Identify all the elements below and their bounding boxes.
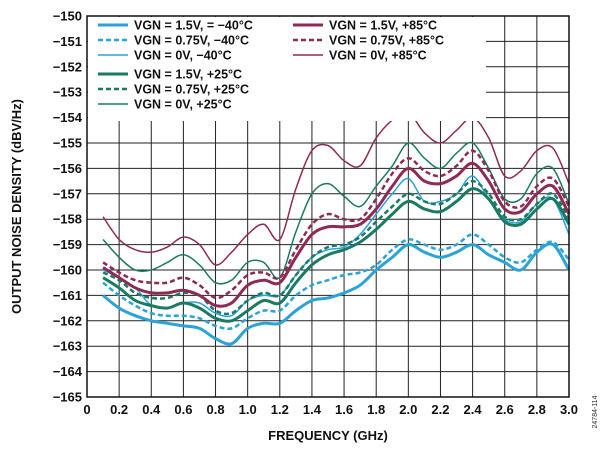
y-tick-label: −162: [53, 313, 82, 328]
legend-label-7: VGN = 0.75V, +85°C: [329, 34, 444, 48]
y-tick-label: −161: [53, 288, 82, 303]
legend-label-0: VGN = 1.5V, = −40°C: [134, 19, 253, 33]
x-tick-label: 2.2: [431, 402, 449, 417]
x-tick-label: 0.2: [110, 402, 128, 417]
x-tick-label: 1.8: [367, 402, 385, 417]
y-tick-label: −157: [53, 186, 82, 201]
y-tick-label: −154: [53, 110, 83, 125]
legend-background: [88, 17, 486, 121]
plot-frame: [86, 15, 570, 398]
y-tick-label: −151: [53, 34, 82, 49]
figure-id-watermark: 24784-114: [592, 395, 599, 428]
x-axis-title: FREQUENCY (GHz): [268, 428, 388, 443]
legend-label-3: VGN = 1.5V, +25°C: [134, 68, 242, 82]
legend-label-4: VGN = 0.75V, +25°C: [134, 83, 249, 97]
x-tick-labels: 0 0.2 0.4 0.6 0.8 1.0 1.2 1.4 1.6 1.8 2.0 2.2 2.4 2.6…: [83, 402, 578, 417]
x-tick-label: 0: [83, 402, 90, 417]
x-tick-label: 2.6: [496, 402, 514, 417]
x-tick-label: 2.0: [399, 402, 417, 417]
series-line-8: [102, 111, 570, 266]
x-tick-label: 1.6: [335, 402, 353, 417]
y-tick-labels: −165 −164 −163 −162 −161 −160 −159 −158 −157 −156…: [53, 9, 83, 405]
legend-label-8: VGN = 0V, +85°C: [329, 49, 427, 63]
y-tick-label: −155: [53, 136, 82, 151]
y-tick-label: −165: [53, 390, 82, 405]
legend-label-6: VGN = 1.5V, +85°C: [329, 19, 437, 33]
x-tick-label: 2.4: [464, 402, 483, 417]
series-line-6: [102, 161, 571, 308]
x-tick-label: 1.4: [303, 402, 322, 417]
y-tick-label: −153: [53, 85, 82, 100]
series-line-1: [102, 233, 570, 331]
x-tick-label: 0.8: [206, 402, 224, 417]
y-tick-label: −158: [53, 212, 82, 227]
x-tick-label: 3.0: [560, 402, 578, 417]
legend-label-5: VGN = 0V, +25°C: [134, 98, 232, 112]
y-tick-label: −156: [53, 161, 82, 176]
y-tick-label: −150: [53, 9, 82, 24]
y-tick-label: −159: [53, 237, 82, 252]
x-tick-label: 1.2: [271, 402, 289, 417]
series-line-7: [102, 149, 571, 300]
x-tick-label: 0.4: [142, 402, 161, 417]
x-tick-label: 0.6: [174, 402, 192, 417]
series-line-4: [102, 179, 571, 316]
series-line-3: [102, 187, 571, 323]
y-tick-label: −164: [53, 364, 83, 379]
legend-label-1: VGN = 0.75V, −40°C: [134, 34, 249, 48]
x-tick-label: 2.8: [528, 402, 546, 417]
series-line-0: [102, 242, 571, 346]
x-tick-label: 1.0: [239, 402, 257, 417]
y-tick-label: −152: [53, 59, 82, 74]
y-tick-label: −163: [53, 339, 82, 354]
legend-label-2: VGN = 0V, −40°C: [134, 49, 232, 63]
y-axis-title: OUTPUT NOISE DENSITY (dBV/Hz): [9, 99, 24, 314]
y-tick-label: −160: [53, 263, 82, 278]
series-lines: [102, 111, 571, 346]
